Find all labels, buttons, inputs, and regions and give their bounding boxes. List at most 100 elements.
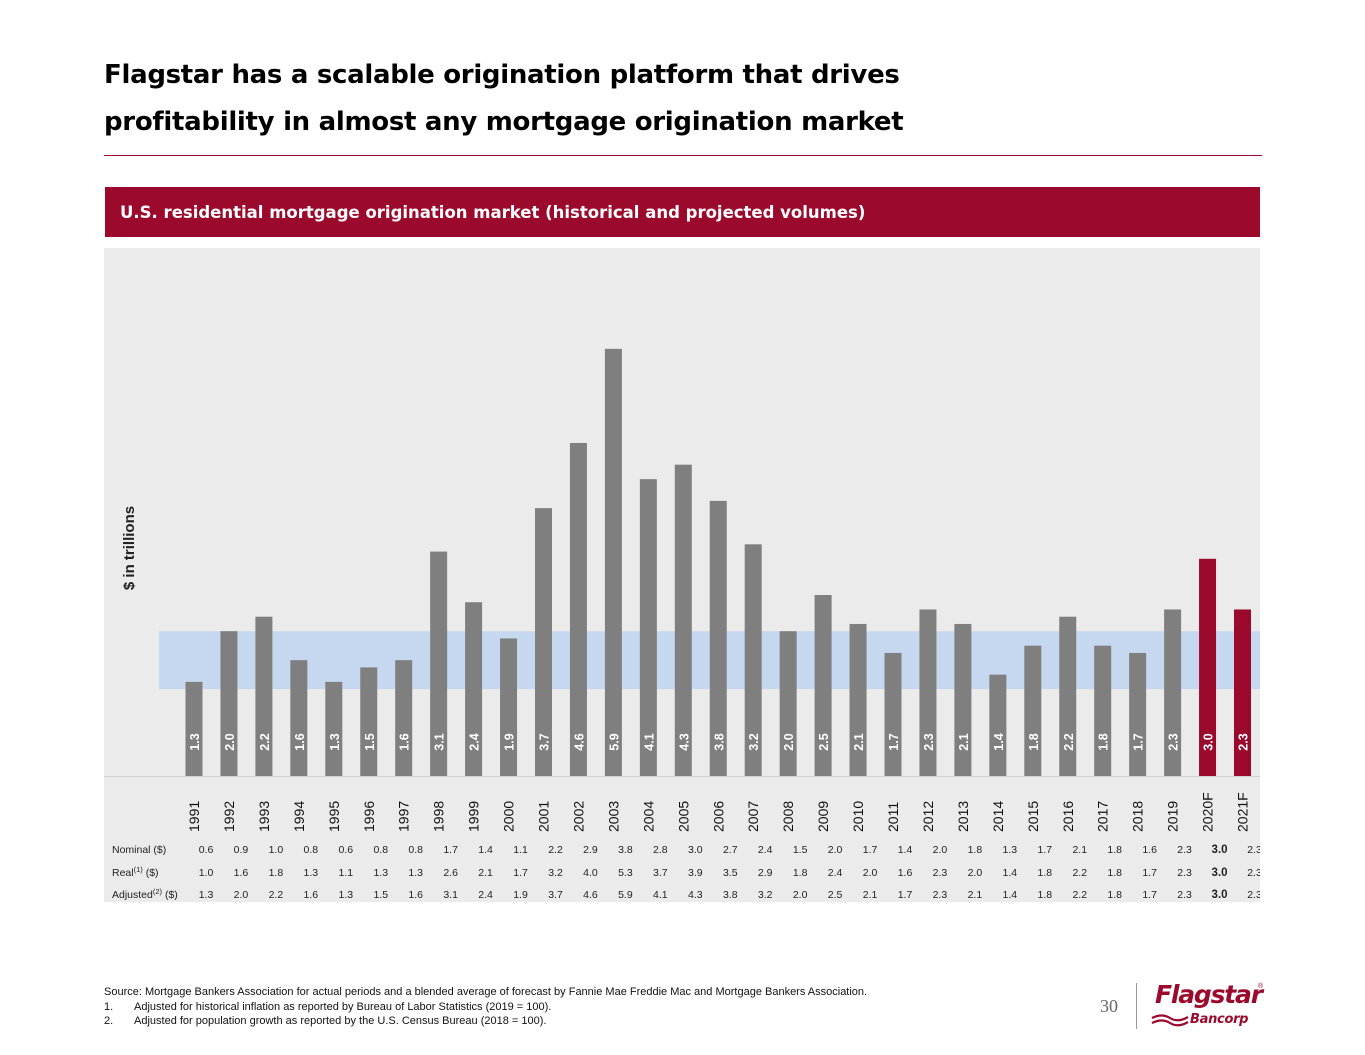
bar-2018 — [1129, 652, 1147, 776]
bar-value-label: 5.9 — [607, 733, 621, 750]
bar-2014 — [989, 674, 1007, 776]
bar-2013 — [954, 623, 972, 776]
x-tick-label: 2010 — [850, 801, 866, 832]
table-cell: 1.1 — [338, 867, 353, 879]
table-cell: 2.1 — [478, 867, 493, 879]
table-cell: 0.9 — [234, 844, 249, 856]
table-cell: 0.8 — [304, 844, 319, 856]
bar-1997 — [395, 660, 413, 776]
table-cell: 1.0 — [199, 867, 214, 879]
table-cell: 2.2 — [269, 889, 284, 901]
bar-1995 — [325, 681, 343, 776]
table-cell: 4.1 — [653, 889, 668, 901]
table-cell: 2.2 — [1072, 889, 1087, 901]
bar-2011 — [884, 652, 902, 776]
table-cell: 1.8 — [968, 844, 983, 856]
bar-2008 — [779, 631, 797, 776]
bar-value-label: 1.9 — [503, 733, 517, 750]
table-cell: 2.6 — [443, 867, 458, 879]
bar-2009 — [814, 595, 832, 776]
table-cell: 2.0 — [828, 844, 843, 856]
table-cell: 2.9 — [583, 844, 598, 856]
table-cell: 1.5 — [793, 844, 808, 856]
range-band — [159, 631, 1260, 690]
table-cell: 1.3 — [199, 889, 214, 901]
x-tick-label: 1998 — [431, 801, 447, 832]
table-cell: 2.3 — [1247, 867, 1260, 879]
bar-2000 — [500, 638, 518, 776]
bar-2015 — [1024, 645, 1042, 776]
footnote-1: 1. Adjusted for historical inflation as r… — [104, 1000, 867, 1015]
table-cell: 2.2 — [548, 844, 563, 856]
logo-divider — [1136, 983, 1137, 1029]
bar-value-label: 2.0 — [782, 733, 796, 750]
table-cell: 2.3 — [1177, 867, 1192, 879]
table-cell: 2.0 — [968, 867, 983, 879]
chart-banner: U.S. residential mortgage origination ma… — [105, 187, 1260, 237]
bar-value-label: 2.2 — [1062, 733, 1076, 750]
bar-value-label: 2.4 — [468, 733, 482, 750]
table-cell: 2.8 — [653, 844, 668, 856]
bar-value-label: 2.0 — [223, 733, 237, 750]
bar-value-label: 4.6 — [572, 733, 586, 750]
x-tick-label: 2018 — [1130, 801, 1146, 832]
bar-2017 — [1094, 645, 1112, 776]
table-cell: 2.5 — [828, 889, 843, 901]
logo-registered-mark: ® — [1258, 983, 1264, 990]
bar-1996 — [360, 667, 378, 776]
bar-value-label: 1.4 — [992, 733, 1006, 750]
table-cell: 1.5 — [373, 889, 388, 901]
table-cell: 1.7 — [1037, 844, 1052, 856]
x-tick-label: 2009 — [815, 801, 831, 832]
bar-2021F — [1234, 609, 1251, 776]
table-cell: 1.0 — [269, 844, 284, 856]
table-cell: 1.3 — [373, 867, 388, 879]
footnote-1-text: Adjusted for historical inflation as rep… — [134, 1000, 552, 1013]
table-cell: 3.5 — [723, 867, 738, 879]
bar-2019 — [1164, 609, 1182, 776]
x-tick-label: 2014 — [990, 801, 1006, 832]
x-tick-label: 2003 — [605, 801, 621, 832]
table-cell: 1.9 — [513, 889, 528, 901]
source-note: Source: Mortgage Bankers Association for… — [104, 986, 868, 998]
table-cell: 3.9 — [688, 867, 703, 879]
table-cell: 1.8 — [1107, 867, 1122, 879]
table-cell: 1.6 — [408, 889, 423, 901]
table-cell: 2.0 — [933, 844, 948, 856]
bar-value-label: 2.3 — [922, 733, 936, 750]
table-cell: 4.6 — [583, 889, 598, 901]
table-cell: 1.7 — [513, 867, 528, 879]
bar-value-label: 4.1 — [642, 733, 656, 750]
bar-value-label: 4.3 — [677, 733, 691, 750]
table-cell: 2.2 — [1072, 867, 1087, 879]
flagstar-logo: Flagstar ® Bancorp — [1150, 980, 1265, 1032]
bar-2003 — [604, 348, 622, 776]
bar-value-label: 1.6 — [293, 733, 307, 750]
bar-2005 — [674, 464, 692, 776]
bar-value-label: 1.7 — [1132, 733, 1146, 750]
table-cell: 1.1 — [513, 844, 528, 856]
title-line-2: profitability in almost any mortgage ori… — [104, 107, 904, 137]
table-cell: 2.1 — [968, 889, 983, 901]
x-tick-label: 2007 — [745, 801, 761, 832]
table-cell: 2.4 — [478, 889, 493, 901]
table-cell: 2.0 — [863, 867, 878, 879]
x-tick-label: 1997 — [396, 801, 412, 832]
footnote-2: 2. Adjusted for population growth as repo… — [104, 1014, 867, 1029]
x-tick-label: 1992 — [221, 801, 237, 832]
bar-value-label: 2.3 — [1237, 733, 1251, 750]
table-cell: 1.8 — [793, 867, 808, 879]
table-row-label: Adjusted(2) ($) — [112, 887, 178, 901]
table-cell: 1.8 — [1037, 867, 1052, 879]
page-number: 30 — [1100, 996, 1118, 1016]
x-tick-label: 1993 — [256, 801, 272, 832]
table-cell: 3.1 — [443, 889, 458, 901]
bar-value-label: 3.7 — [538, 733, 552, 750]
table-cell: 1.8 — [269, 867, 284, 879]
bar-2016 — [1059, 616, 1077, 776]
x-tick-label: 2019 — [1165, 801, 1181, 832]
footnotes: Source: Mortgage Bankers Association for… — [104, 985, 867, 1029]
x-tick-label: 2006 — [710, 801, 726, 832]
footnote-2-number: 2. — [104, 1015, 114, 1027]
table-cell: 3.7 — [653, 867, 668, 879]
